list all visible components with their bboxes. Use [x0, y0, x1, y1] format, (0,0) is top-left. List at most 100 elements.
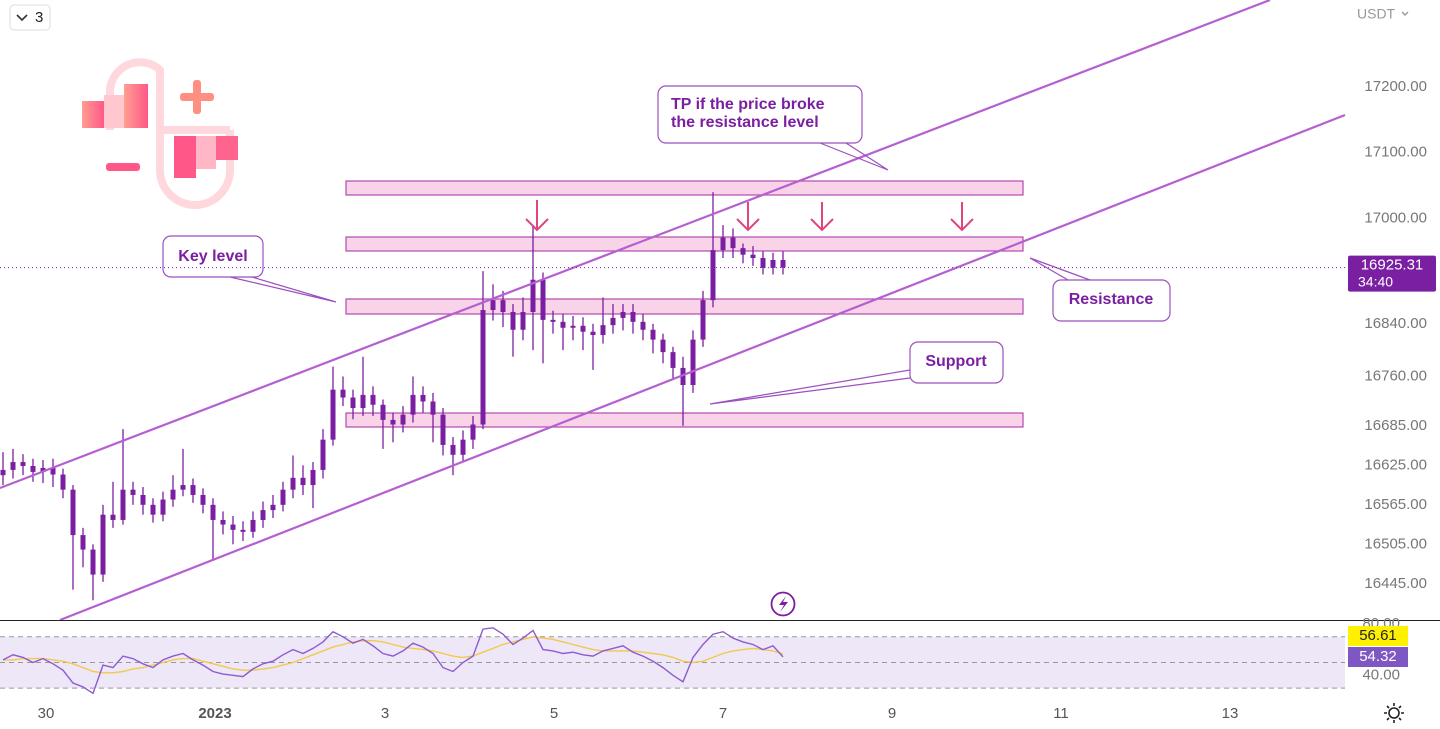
x-tick-label: 30 — [38, 705, 55, 722]
y-tick-label: 16565.00 — [1364, 496, 1427, 513]
candle-body — [90, 549, 96, 575]
candle-body — [510, 311, 516, 330]
candle-body — [390, 419, 396, 425]
candle-body — [570, 325, 576, 328]
candle-body — [60, 474, 66, 490]
y-tick-label: 17000.00 — [1364, 209, 1427, 226]
channel — [0, 0, 1346, 622]
annotation: Resistance — [1069, 291, 1154, 308]
settings-icon[interactable] — [1384, 703, 1404, 723]
candle-body — [210, 504, 216, 520]
candle-body — [160, 499, 166, 515]
candle-body — [120, 489, 126, 520]
annotation: the resistance level — [671, 114, 819, 131]
x-tick-label: 3 — [381, 705, 389, 722]
y-tick-label: 16685.00 — [1364, 417, 1427, 434]
arrow — [950, 202, 974, 232]
candle-body — [330, 389, 336, 440]
candle-body — [410, 394, 416, 415]
annotation: TP if the price broke — [671, 96, 825, 113]
countdown: 34:40 — [1358, 273, 1393, 289]
candle-body — [660, 339, 666, 353]
candle-body — [720, 237, 726, 251]
candle-body — [670, 352, 676, 368]
candle-body — [690, 339, 696, 386]
candle-body — [630, 311, 636, 322]
candle-body — [480, 310, 486, 425]
y-tick-label: 17100.00 — [1364, 144, 1427, 161]
candle-body — [620, 311, 626, 318]
candle-body — [700, 300, 706, 340]
callout-pointer — [1029, 257, 1091, 281]
candle-body — [500, 300, 506, 312]
candle-body — [140, 494, 146, 505]
candle-body — [740, 248, 746, 255]
alert-icon[interactable] — [770, 591, 796, 617]
candle-body — [150, 504, 156, 515]
x-tick-label: 13 — [1222, 705, 1239, 722]
candle-body — [80, 535, 86, 550]
candle-body — [350, 397, 356, 409]
annotation: Support — [925, 353, 987, 370]
zones — [345, 180, 1024, 428]
channel-upper — [0, 0, 1271, 490]
x-tick-label: 11 — [1053, 705, 1069, 722]
x-tick-label: 7 — [719, 705, 727, 722]
candle-body — [130, 489, 136, 495]
y-tick-label: 17200.00 — [1364, 78, 1427, 95]
candle-body — [200, 494, 206, 505]
candle-body — [540, 279, 546, 320]
candle-body — [680, 367, 686, 386]
candle-body — [290, 477, 296, 490]
candle-body — [300, 477, 306, 486]
candle-body — [780, 259, 786, 268]
candle-body — [770, 259, 776, 268]
candle-body — [600, 325, 606, 336]
candle-body — [590, 331, 596, 336]
candle-body — [260, 510, 266, 520]
candle-body — [730, 237, 736, 249]
candle-body — [430, 401, 436, 415]
candle-body — [450, 444, 456, 455]
candle-body — [610, 317, 616, 326]
candle-body — [360, 394, 366, 409]
y-tick-label: 16625.00 — [1364, 456, 1427, 473]
candle-body — [270, 504, 276, 511]
currency[interactable]: USDT — [1357, 6, 1396, 22]
rsi-tick-label: 40.00 — [1362, 666, 1400, 683]
currency-chevron — [1401, 11, 1409, 16]
interval-count: 3 — [35, 9, 43, 26]
y-tick-label: 16505.00 — [1364, 535, 1427, 552]
callout-box — [162, 235, 264, 278]
candles — [0, 192, 786, 601]
candle-body — [70, 489, 76, 536]
candle-body — [20, 462, 26, 466]
annotation: Key level — [178, 248, 247, 265]
candle-body — [110, 514, 116, 520]
rsi-ma-line — [3, 636, 784, 674]
candle-body — [520, 311, 526, 330]
candle-body — [240, 529, 246, 532]
interval-button[interactable]: 3 — [9, 4, 51, 31]
channel-lower — [59, 113, 1346, 622]
candle-body — [340, 389, 346, 398]
arrow — [525, 200, 549, 232]
candle-body — [0, 469, 6, 476]
candle-body — [710, 250, 716, 301]
candle-body — [180, 485, 186, 490]
x-tick-label: 5 — [550, 705, 558, 722]
zone — [345, 412, 1024, 428]
candle-body — [470, 424, 476, 440]
x-tick-label: 2023 — [198, 705, 231, 722]
candle-body — [100, 514, 106, 575]
candle-body — [490, 300, 496, 310]
candle-body — [760, 258, 766, 268]
candle-body — [50, 467, 56, 475]
candle-body — [750, 254, 756, 259]
callout-box — [1052, 279, 1171, 322]
callouts — [162, 85, 1171, 405]
candle-body — [220, 519, 226, 525]
rsi-value-box — [1348, 647, 1408, 667]
candle-body — [650, 329, 656, 340]
